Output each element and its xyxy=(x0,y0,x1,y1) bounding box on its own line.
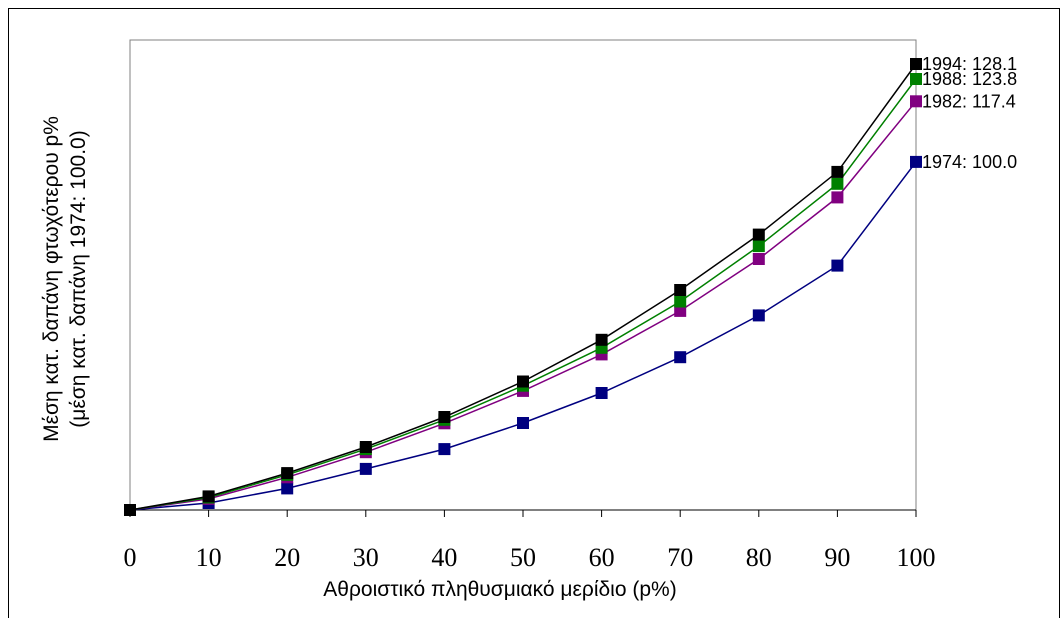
x-axis-ticks: 0 10 20 30 40 50 60 70 80 90 100 xyxy=(124,510,936,572)
y-axis-title-line1: Μέση κατ. δαπάνη φτωχότερου p% xyxy=(40,116,63,442)
series-lines xyxy=(129,63,917,511)
series-line-1988 xyxy=(129,78,917,511)
data-point-1988 xyxy=(910,73,922,85)
x-tick-label: 10 xyxy=(196,543,222,572)
end-label-1994: 1994: 128.1 xyxy=(922,54,1017,74)
plot-area xyxy=(129,39,917,511)
data-point-1988 xyxy=(752,240,765,253)
end-label-1982: 1982: 117.4 xyxy=(922,91,1016,111)
data-point-1982 xyxy=(674,304,687,317)
data-point-1994 xyxy=(517,375,529,388)
end-label-1988: 1988: 123.8 xyxy=(922,69,1017,89)
data-point-1994 xyxy=(831,165,844,178)
data-point-1994 xyxy=(674,284,687,296)
series-line-1994 xyxy=(129,63,917,511)
data-point-1974 xyxy=(595,387,608,399)
data-point-1974 xyxy=(281,482,294,495)
data-point-1982 xyxy=(831,191,844,204)
data-point-1994 xyxy=(595,333,608,346)
data-point-1994 xyxy=(124,504,136,516)
series-line-1982 xyxy=(129,100,917,511)
chart-frame xyxy=(8,8,1060,618)
data-point-1994 xyxy=(910,58,922,70)
data-point-1974 xyxy=(438,443,451,456)
data-point-1988 xyxy=(674,295,687,308)
data-point-1974 xyxy=(831,259,844,272)
data-point-1974 xyxy=(752,309,765,322)
x-tick-label: 50 xyxy=(510,543,536,572)
data-point-1974 xyxy=(359,462,372,475)
data-point-1982 xyxy=(752,253,765,265)
data-point-1994 xyxy=(752,228,765,241)
x-tick-label: 0 xyxy=(124,543,137,572)
y-axis-title-line2: (μέση κατ. δαπάνη 1974: 100.0) xyxy=(67,130,90,427)
data-point-1994 xyxy=(281,467,294,480)
x-tick-label: 30 xyxy=(353,543,379,572)
data-point-1974 xyxy=(910,155,922,168)
x-tick-label: 60 xyxy=(589,543,615,572)
data-point-1974 xyxy=(674,351,687,364)
x-tick-label: 40 xyxy=(431,543,457,572)
series-markers xyxy=(124,58,922,516)
data-point-1988 xyxy=(831,177,844,190)
data-point-1994 xyxy=(438,411,451,423)
end-label-1974: 1974: 100.0 xyxy=(922,152,1017,172)
x-tick-label: 80 xyxy=(746,543,772,572)
data-point-1974 xyxy=(517,417,529,429)
x-axis-title: Αθροιστικό πληθυσμιακό μερίδιο (p%) xyxy=(323,578,676,601)
x-tick-label: 70 xyxy=(667,543,693,572)
data-point-1994 xyxy=(359,441,372,453)
x-tick-label: 100 xyxy=(897,543,936,572)
x-tick-label: 90 xyxy=(824,543,850,572)
x-tick-label: 20 xyxy=(274,543,300,572)
data-point-1982 xyxy=(910,95,922,108)
data-point-1994 xyxy=(202,490,215,503)
